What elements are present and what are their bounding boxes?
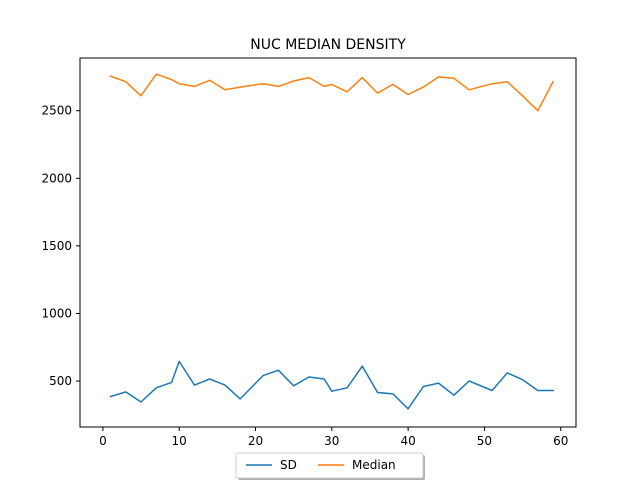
legend-label-median: Median — [352, 458, 396, 472]
series-line-sd — [109, 360, 554, 410]
x-tick-label: 20 — [248, 434, 263, 448]
legend-label-sd: SD — [280, 458, 297, 472]
axes-frame — [79, 57, 577, 428]
y-tick-label: 1000 — [41, 306, 72, 320]
x-tick-label: 0 — [99, 434, 107, 448]
series-line-median — [109, 73, 555, 112]
plot-area — [79, 57, 577, 428]
x-tick-label: 30 — [324, 434, 339, 448]
y-tick-label: 500 — [49, 374, 72, 388]
x-tick-label: 60 — [553, 434, 568, 448]
x-tick-label: 50 — [477, 434, 492, 448]
y-axis: 500 1000 1500 2000 2500 — [41, 104, 80, 388]
legend: SD Median — [235, 452, 425, 480]
chart-title: NUC MEDIAN DENSITY — [250, 37, 406, 53]
y-tick-label: 2000 — [41, 171, 72, 185]
x-tick-label: 10 — [172, 434, 187, 448]
y-tick-label: 1500 — [41, 239, 72, 253]
x-axis: 0 10 20 30 40 50 60 — [99, 427, 568, 448]
x-tick-label: 40 — [400, 434, 415, 448]
y-tick-label: 2500 — [41, 104, 72, 118]
